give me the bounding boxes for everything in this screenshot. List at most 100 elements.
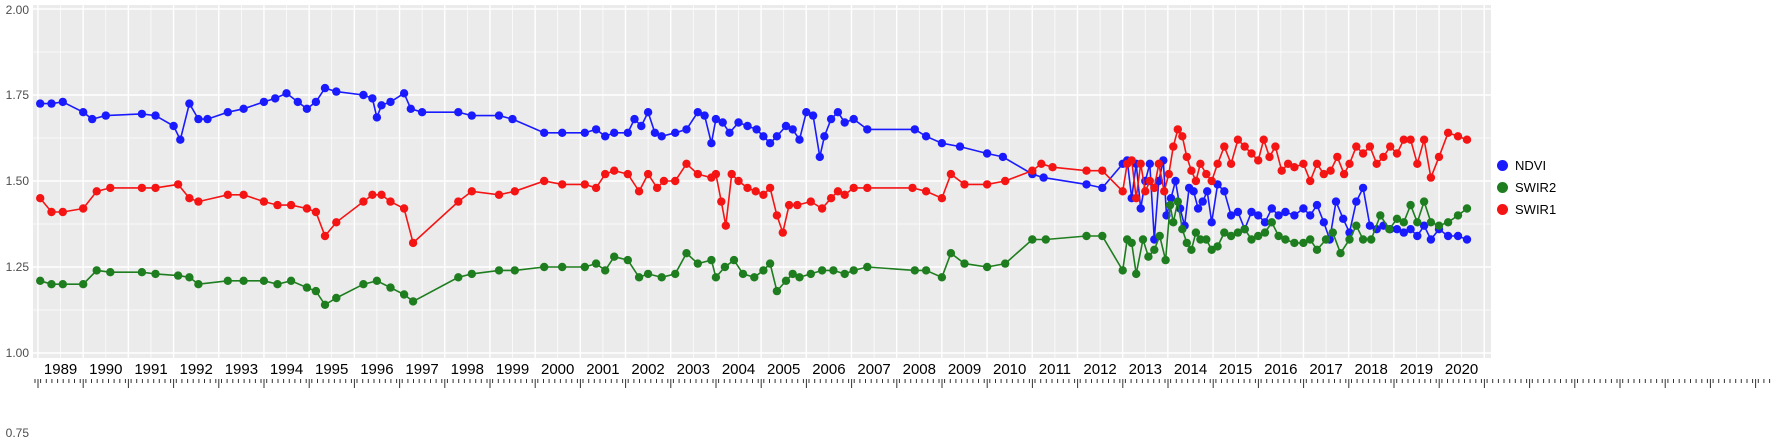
data-point[interactable] bbox=[259, 197, 269, 206]
data-point[interactable] bbox=[1213, 242, 1222, 251]
data-point[interactable] bbox=[1339, 214, 1348, 223]
data-point[interactable] bbox=[1352, 142, 1361, 151]
data-point[interactable] bbox=[1207, 218, 1216, 227]
data-point[interactable] bbox=[47, 207, 56, 217]
data-point[interactable] bbox=[386, 197, 395, 206]
data-point[interactable] bbox=[998, 152, 1008, 162]
data-point[interactable] bbox=[1367, 235, 1376, 244]
data-point[interactable] bbox=[417, 108, 427, 117]
data-point[interactable] bbox=[729, 255, 739, 265]
data-point[interactable] bbox=[1082, 166, 1091, 175]
data-point[interactable] bbox=[1392, 149, 1402, 158]
data-point[interactable] bbox=[1267, 218, 1277, 227]
data-point[interactable] bbox=[711, 114, 721, 124]
data-point[interactable] bbox=[1132, 269, 1141, 279]
data-point[interactable] bbox=[1443, 218, 1453, 227]
data-point[interactable] bbox=[820, 132, 829, 141]
data-point[interactable] bbox=[634, 187, 644, 196]
data-point[interactable] bbox=[359, 280, 368, 289]
data-point[interactable] bbox=[1154, 159, 1164, 168]
data-point[interactable] bbox=[286, 276, 296, 285]
data-point[interactable] bbox=[1178, 132, 1187, 141]
data-point[interactable] bbox=[759, 190, 768, 199]
data-point[interactable] bbox=[1136, 204, 1145, 213]
data-point[interactable] bbox=[743, 121, 752, 131]
data-point[interactable] bbox=[1145, 159, 1155, 168]
data-point[interactable] bbox=[1274, 231, 1283, 241]
data-point[interactable] bbox=[784, 200, 794, 210]
data-point[interactable] bbox=[1406, 225, 1415, 234]
data-point[interactable] bbox=[750, 273, 759, 282]
data-point[interactable] bbox=[982, 262, 992, 272]
data-point[interactable] bbox=[960, 259, 969, 268]
data-point[interactable] bbox=[454, 273, 463, 282]
data-point[interactable] bbox=[727, 169, 736, 179]
data-point[interactable] bbox=[194, 114, 203, 124]
data-point[interactable] bbox=[1198, 197, 1207, 206]
data-point[interactable] bbox=[693, 259, 702, 268]
data-point[interactable] bbox=[1220, 187, 1229, 196]
data-point[interactable] bbox=[591, 183, 601, 193]
data-point[interactable] bbox=[1150, 183, 1159, 193]
data-point[interactable] bbox=[788, 125, 797, 134]
data-point[interactable] bbox=[1352, 197, 1361, 206]
data-point[interactable] bbox=[1196, 159, 1205, 168]
data-point[interactable] bbox=[826, 114, 836, 124]
data-point[interactable] bbox=[1240, 142, 1249, 151]
data-point[interactable] bbox=[320, 83, 330, 93]
data-point[interactable] bbox=[1462, 235, 1472, 244]
data-point[interactable] bbox=[795, 135, 804, 144]
data-point[interactable] bbox=[1312, 245, 1322, 254]
data-point[interactable] bbox=[1187, 166, 1196, 175]
data-point[interactable] bbox=[1399, 135, 1409, 144]
data-point[interactable] bbox=[682, 159, 691, 168]
data-point[interactable] bbox=[1365, 142, 1375, 151]
data-point[interactable] bbox=[176, 135, 185, 144]
data-point[interactable] bbox=[1150, 245, 1159, 254]
data-point[interactable] bbox=[1165, 200, 1175, 210]
data-point[interactable] bbox=[1399, 218, 1409, 227]
data-point[interactable] bbox=[700, 111, 709, 120]
data-point[interactable] bbox=[806, 197, 815, 206]
data-point[interactable] bbox=[106, 183, 115, 193]
data-point[interactable] bbox=[1082, 180, 1091, 189]
data-point[interactable] bbox=[982, 180, 992, 189]
data-point[interactable] bbox=[693, 169, 702, 179]
data-point[interactable] bbox=[467, 187, 476, 196]
data-point[interactable] bbox=[601, 169, 610, 179]
data-point[interactable] bbox=[302, 283, 312, 292]
data-point[interactable] bbox=[79, 108, 88, 117]
data-point[interactable] bbox=[630, 114, 639, 124]
data-point[interactable] bbox=[591, 259, 601, 268]
data-point[interactable] bbox=[239, 276, 248, 285]
data-point[interactable] bbox=[1426, 235, 1436, 244]
data-point[interactable] bbox=[239, 190, 248, 199]
data-point[interactable] bbox=[863, 125, 872, 134]
data-point[interactable] bbox=[1220, 228, 1229, 237]
data-point[interactable] bbox=[1372, 159, 1381, 168]
data-point[interactable] bbox=[1028, 235, 1037, 244]
data-point[interactable] bbox=[311, 286, 321, 296]
data-point[interactable] bbox=[1213, 159, 1222, 168]
data-point[interactable] bbox=[1166, 194, 1176, 203]
data-point[interactable] bbox=[580, 262, 589, 272]
data-point[interactable] bbox=[1271, 142, 1280, 151]
data-point[interactable] bbox=[558, 262, 567, 272]
data-point[interactable] bbox=[508, 114, 517, 124]
data-point[interactable] bbox=[377, 101, 386, 110]
data-point[interactable] bbox=[1182, 152, 1192, 162]
data-point[interactable] bbox=[386, 97, 395, 107]
data-point[interactable] bbox=[1193, 204, 1203, 213]
data-point[interactable] bbox=[1426, 173, 1436, 182]
data-point[interactable] bbox=[781, 121, 791, 131]
data-point[interactable] bbox=[659, 176, 669, 186]
data-point[interactable] bbox=[1182, 238, 1192, 248]
data-point[interactable] bbox=[1254, 231, 1263, 241]
data-point[interactable] bbox=[540, 262, 549, 272]
data-point[interactable] bbox=[829, 266, 838, 275]
data-point[interactable] bbox=[223, 190, 232, 199]
data-point[interactable] bbox=[399, 204, 409, 213]
data-point[interactable] bbox=[1191, 176, 1201, 186]
data-point[interactable] bbox=[743, 183, 752, 193]
data-point[interactable] bbox=[1247, 235, 1256, 244]
